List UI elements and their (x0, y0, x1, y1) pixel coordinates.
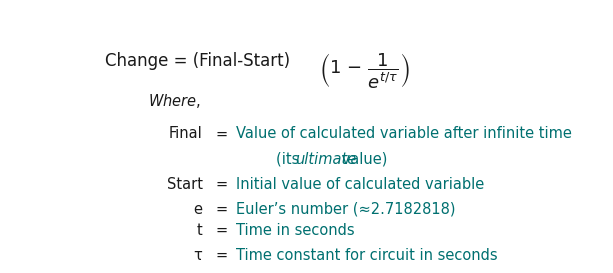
Text: Final: Final (169, 126, 202, 141)
Text: $\left(1\ \mathsf{-}\ \dfrac{1}{e^{t/\tau}}\right)$: $\left(1\ \mathsf{-}\ \dfrac{1}{e^{t/\ta… (319, 51, 409, 90)
Text: value): value) (337, 152, 387, 167)
Text: τ: τ (194, 248, 202, 263)
Text: Time constant for circuit in seconds: Time constant for circuit in seconds (236, 248, 497, 263)
Text: e: e (194, 202, 202, 217)
Text: $\it{Where,}$: $\it{Where,}$ (148, 92, 201, 110)
Text: Value of calculated variable after infinite time: Value of calculated variable after infin… (236, 126, 572, 141)
Text: (its: (its (276, 152, 304, 167)
Text: =: = (215, 126, 227, 141)
Text: Start: Start (167, 177, 202, 192)
Text: Initial value of calculated variable: Initial value of calculated variable (236, 177, 484, 192)
Text: Time in seconds: Time in seconds (236, 223, 354, 238)
Text: Change = (Final-Start): Change = (Final-Start) (105, 52, 290, 70)
Text: =: = (215, 248, 227, 263)
Text: Euler’s number (≈2.7182818): Euler’s number (≈2.7182818) (236, 202, 455, 217)
Text: =: = (215, 202, 227, 217)
Text: =: = (215, 177, 227, 192)
Text: ultimate: ultimate (295, 152, 356, 167)
Text: =: = (215, 223, 227, 238)
Text: t: t (197, 223, 202, 238)
